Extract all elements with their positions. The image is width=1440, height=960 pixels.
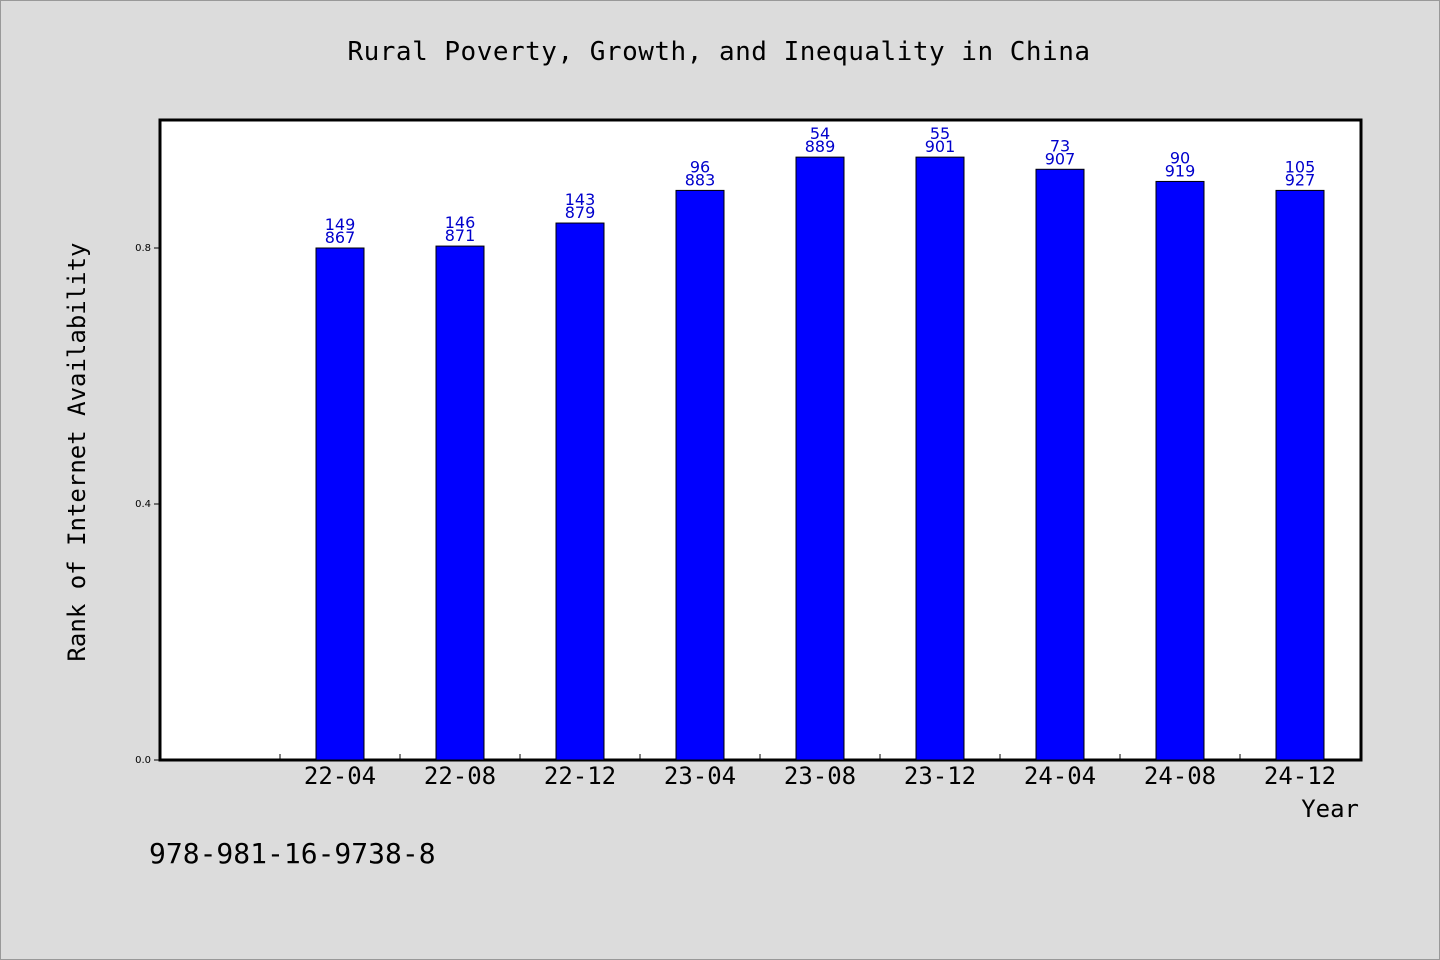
- data-label-bottom: 901: [925, 137, 956, 156]
- data-label-bottom: 867: [325, 228, 356, 247]
- data-label-bottom: 927: [1285, 170, 1316, 189]
- x-tick-label: 23-04: [664, 762, 736, 790]
- y-tick-label: 0.4: [135, 499, 151, 510]
- x-axis-title: Year: [1301, 795, 1359, 823]
- bar-23-12: [915, 156, 965, 761]
- y-tick-label: 0.8: [135, 243, 151, 254]
- bar-22-12: [555, 222, 605, 761]
- x-tick-label: 22-08: [424, 762, 496, 790]
- data-label-top: 96: [690, 157, 710, 176]
- data-label-top: 54: [810, 124, 830, 143]
- data-label-top: 90: [1170, 148, 1190, 167]
- data-label-top: 143: [565, 190, 596, 209]
- x-tick-label: 22-12: [544, 762, 616, 790]
- x-tick-label: 24-12: [1264, 762, 1336, 790]
- bar-24-08: [1155, 180, 1205, 761]
- bar-23-08: [795, 156, 845, 761]
- data-label-bottom: 879: [565, 203, 596, 222]
- y-axis-title: Rank of Internet Availability: [63, 242, 91, 661]
- y-tick-label: 0.0: [135, 755, 151, 766]
- data-label-bottom: 907: [1045, 149, 1076, 168]
- x-tick-label: 23-08: [784, 762, 856, 790]
- chart-title: Rural Poverty, Growth, and Inequality in…: [347, 37, 1091, 67]
- data-label-top: 149: [325, 215, 356, 234]
- bar-24-12: [1275, 189, 1325, 761]
- data-label-top: 105: [1285, 157, 1316, 176]
- x-tick-label: 23-12: [904, 762, 976, 790]
- x-tick-label: 22-04: [304, 762, 376, 790]
- bar-22-08: [435, 245, 485, 761]
- data-label-bottom: 871: [445, 226, 476, 245]
- data-label-top: 55: [930, 124, 950, 143]
- data-label-top: 146: [445, 213, 476, 232]
- x-tick-label: 24-04: [1024, 762, 1096, 790]
- data-label-bottom: 919: [1165, 161, 1196, 180]
- bar-22-04: [315, 247, 365, 761]
- data-label-bottom: 883: [685, 170, 716, 189]
- isbn-code: 978-981-16-9738-8: [149, 837, 436, 870]
- x-tick-label: 24-08: [1144, 762, 1216, 790]
- data-label-top: 73: [1050, 136, 1070, 155]
- data-label-bottom: 889: [805, 137, 836, 156]
- bar-24-04: [1035, 168, 1085, 761]
- bar-23-04: [675, 189, 725, 761]
